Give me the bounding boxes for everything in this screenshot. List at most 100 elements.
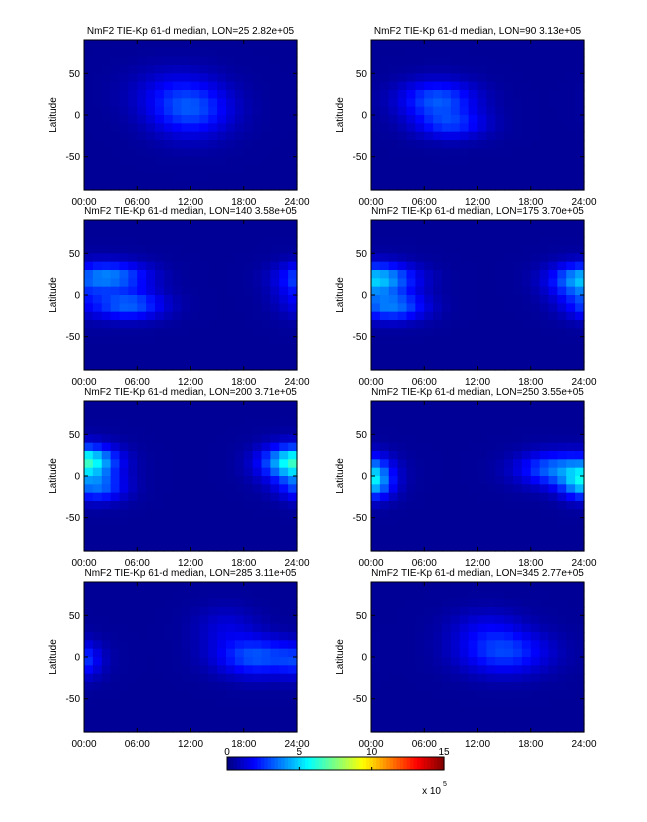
heatmap-cell <box>513 682 523 691</box>
heatmap-cell <box>424 623 434 633</box>
heatmap-cell <box>442 81 452 91</box>
heatmap-cell <box>477 361 487 371</box>
heatmap-cell <box>521 40 532 49</box>
heatmap-cell <box>504 648 514 658</box>
heatmap-cell <box>137 598 147 608</box>
heatmap-cell <box>433 98 443 108</box>
heatmap-cell <box>557 501 567 510</box>
heatmap-cell <box>270 245 280 254</box>
heatmap-cell <box>270 353 280 363</box>
heatmap-cell <box>504 640 514 650</box>
heatmap-cell <box>521 534 532 544</box>
heatmap-cell <box>217 98 227 108</box>
heatmap-cell <box>504 442 514 452</box>
heatmap-cell <box>155 140 165 149</box>
heatmap-cell <box>388 509 399 519</box>
heatmap-cell <box>270 492 280 502</box>
heatmap-cell <box>190 707 200 716</box>
heatmap-cell <box>288 228 298 238</box>
heatmap-cell <box>84 648 94 658</box>
heatmap-cell <box>92 353 103 363</box>
heatmap-cell <box>243 278 254 288</box>
heatmap-cell <box>252 640 263 650</box>
heatmap-panel: NmF2 TIE-Kp 61-d median, LON=25 2.82e+05… <box>48 26 310 208</box>
heatmap-cell <box>513 632 523 641</box>
heatmap-cell <box>199 690 209 700</box>
heatmap-cell <box>110 156 121 166</box>
heatmap-cell <box>199 442 209 452</box>
heatmap-cell <box>477 228 487 238</box>
heatmap-cell <box>504 501 514 510</box>
heatmap-cell <box>243 434 254 444</box>
heatmap-cell <box>155 590 165 600</box>
heatmap-cell <box>270 303 280 313</box>
heatmap-cell <box>226 278 236 288</box>
heatmap-cell <box>548 590 558 600</box>
heatmap-cell <box>415 98 425 108</box>
heatmap-cell <box>234 451 245 460</box>
heatmap-cell <box>495 492 505 502</box>
heatmap-cell <box>137 253 147 263</box>
heatmap-cell <box>163 131 174 141</box>
heatmap-cell <box>566 65 576 74</box>
heatmap-cell <box>217 492 227 502</box>
heatmap-cell <box>243 484 254 494</box>
heatmap-cell <box>371 236 381 246</box>
heatmap-cell <box>288 426 298 435</box>
heatmap-cell <box>566 690 576 700</box>
heatmap-cell <box>128 236 138 246</box>
heatmap-cell <box>433 665 443 675</box>
heatmap-cell <box>270 467 280 477</box>
heatmap-cell <box>415 345 425 354</box>
heatmap-cell <box>181 261 192 271</box>
heatmap-cell <box>486 81 496 91</box>
heatmap-cell <box>199 707 209 716</box>
heatmap-cell <box>288 459 298 469</box>
heatmap-cell <box>208 40 218 49</box>
colorbar-swatch <box>230 757 235 770</box>
heatmap-cell <box>199 632 209 641</box>
colorbar-swatch <box>257 757 262 770</box>
heatmap-cell <box>217 401 227 410</box>
heatmap-cell <box>208 459 218 469</box>
heatmap-cell <box>155 690 165 700</box>
heatmap-cell <box>486 492 496 502</box>
heatmap-cell <box>371 48 381 58</box>
heatmap-cell <box>495 295 505 304</box>
heatmap-cell <box>234 401 245 410</box>
heatmap-cell <box>270 115 280 124</box>
heatmap-cell <box>208 640 218 650</box>
heatmap-cell <box>486 181 496 191</box>
heatmap-cell <box>504 156 514 166</box>
colorbar-swatch <box>335 757 340 770</box>
heatmap-cell <box>190 723 200 733</box>
heatmap-cell <box>163 81 174 91</box>
heatmap-cell <box>450 261 461 271</box>
heatmap-cell <box>252 526 263 535</box>
heatmap-cells <box>371 401 585 552</box>
heatmap-cell <box>557 98 567 108</box>
heatmap-cell <box>495 345 505 354</box>
heatmap-cell <box>270 148 280 158</box>
heatmap-cell <box>521 526 532 535</box>
heatmap-cell <box>270 278 280 288</box>
heatmap-cell <box>110 336 121 346</box>
heatmap-cell <box>468 632 479 641</box>
heatmap-cell <box>110 311 121 321</box>
heatmap-cell <box>388 451 399 460</box>
heatmap-cell <box>181 632 192 641</box>
heatmap-cell <box>163 245 174 254</box>
heatmap-cell <box>468 328 479 338</box>
heatmap-cell <box>379 426 390 435</box>
heatmap-cell <box>84 253 94 263</box>
heatmap-cell <box>155 467 165 477</box>
heatmap-cell <box>459 657 470 666</box>
heatmap-cell <box>199 607 209 616</box>
heatmap-cell <box>288 131 298 141</box>
heatmap-cell <box>137 131 147 141</box>
heatmap-cell <box>243 56 254 66</box>
heatmap-cell <box>388 65 399 74</box>
colorbar-swatch <box>437 757 442 770</box>
colorbar-swatch <box>243 757 248 770</box>
heatmap-cell <box>557 434 567 444</box>
